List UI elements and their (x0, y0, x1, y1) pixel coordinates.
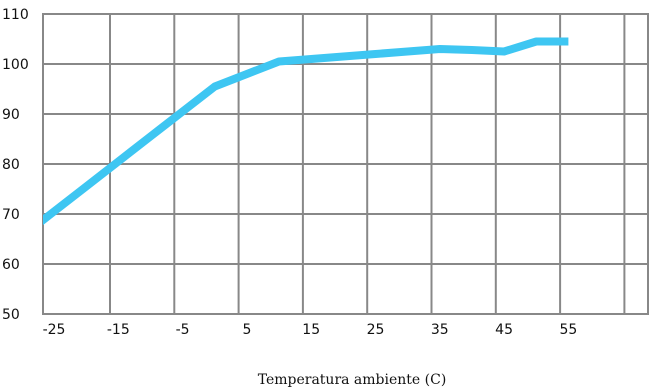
series-line (43, 37, 569, 226)
tick-labels: -25 -15 -5 5 15 25 35 45 55 50 60 70 80 90 100 110 (2, 7, 577, 338)
x-tick-label: 15 (302, 322, 320, 338)
x-tick-label: 5 (242, 322, 251, 338)
x-tick-label: 25 (367, 322, 385, 338)
y-tick-label: 90 (2, 107, 20, 123)
y-tick-label: 110 (2, 7, 29, 23)
y-tick-label: 60 (2, 257, 20, 273)
x-tick-label: -5 (176, 322, 190, 338)
y-tick-label: 50 (2, 307, 20, 323)
x-tick-label: -25 (43, 322, 66, 338)
y-tick-label: 80 (2, 157, 20, 173)
y-tick-label: 100 (2, 57, 29, 73)
series-layer (43, 37, 569, 226)
x-axis-title: Temperatura ambiente (C) (258, 372, 447, 388)
x-tick-label: -15 (107, 322, 130, 338)
grid (42, 13, 649, 315)
x-tick-label: 55 (559, 322, 577, 338)
y-tick-label: 70 (2, 207, 20, 223)
x-tick-label: 45 (495, 322, 513, 338)
x-tick-label: 35 (431, 322, 449, 338)
